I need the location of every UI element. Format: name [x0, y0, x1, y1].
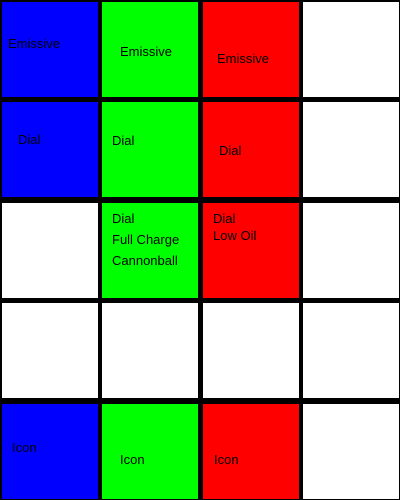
cell-label-line: Dial [213, 211, 236, 226]
cell-label-line: Dial [112, 211, 135, 226]
cell-label-line: Full Charge [112, 232, 180, 247]
cell-empty [102, 303, 198, 398]
cell-label-group: Dial Full Charge Cannonball [112, 208, 179, 271]
cell-label-line: Cannonball [112, 253, 178, 268]
cell-dial-red: Dial [203, 102, 299, 197]
cell-dial-blue: Dial [2, 102, 98, 197]
cell-icon-red: Icon [203, 404, 299, 499]
cell-empty [303, 203, 399, 298]
cell-empty [303, 303, 399, 398]
cell-icon-blue: Icon [2, 404, 98, 499]
cell-empty [303, 404, 399, 499]
cell-emissive-red: Emissive [203, 2, 299, 97]
cell-label: Emissive [120, 44, 173, 59]
cell-dial-full-charge-cannonball: Dial Full Charge Cannonball [102, 203, 198, 298]
cell-label: Dial [112, 133, 135, 148]
cell-label-group: Dial Low Oil [213, 210, 256, 244]
cell-empty [203, 303, 299, 398]
cell-emissive-blue: Emissive [2, 2, 98, 97]
cell-icon-green: Icon [102, 404, 198, 499]
cell-label: Dial [18, 132, 41, 147]
cell-dial-green: Dial [102, 102, 198, 197]
cell-empty [2, 203, 98, 298]
cell-empty [2, 303, 98, 398]
cell-empty [303, 102, 399, 197]
cell-label: Dial [219, 143, 242, 158]
cell-label: Icon [214, 452, 239, 467]
cell-empty [303, 2, 399, 97]
cell-emissive-green: Emissive [102, 2, 198, 97]
cell-label: Icon [12, 440, 37, 455]
cell-label: Icon [120, 452, 145, 467]
cell-label-line: Low Oil [213, 228, 257, 243]
cell-label: Emissive [8, 36, 61, 51]
cell-label: Emissive [217, 51, 270, 66]
cell-dial-low-oil: Dial Low Oil [203, 203, 299, 298]
